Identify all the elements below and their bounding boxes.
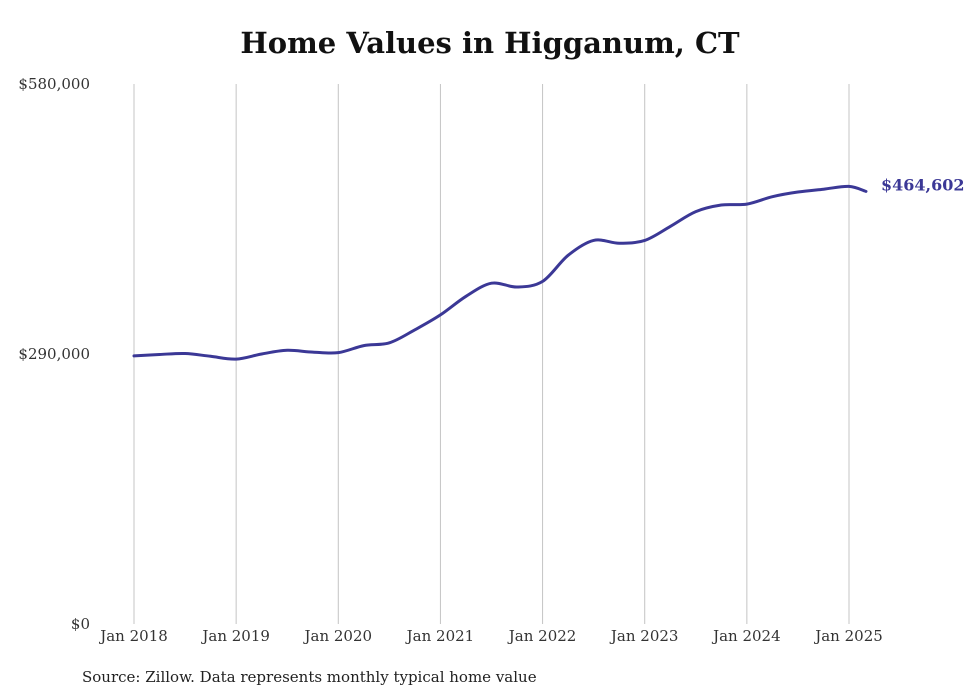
source-note: Source: Zillow. Data represents monthly … — [82, 668, 537, 686]
series-line — [132, 184, 868, 361]
y-tick-label: $0 — [71, 615, 90, 633]
chart-title: Home Values in Higganum, CT — [240, 26, 740, 60]
x-tick-label: Jan 2019 — [200, 627, 270, 645]
x-tick-label: Jan 2021 — [405, 627, 475, 645]
y-tick-label: $290,000 — [18, 345, 90, 363]
y-tick-label: $580,000 — [18, 75, 90, 93]
x-tick-label: Jan 2022 — [507, 627, 577, 645]
x-tick-label: Jan 2025 — [813, 627, 883, 645]
x-tick-label: Jan 2023 — [609, 627, 679, 645]
x-tick-label: Jan 2018 — [98, 627, 168, 645]
x-tick-label: Jan 2024 — [711, 627, 781, 645]
x-tick-label: Jan 2020 — [303, 627, 373, 645]
end-value-label: $464,602 — [881, 175, 965, 194]
